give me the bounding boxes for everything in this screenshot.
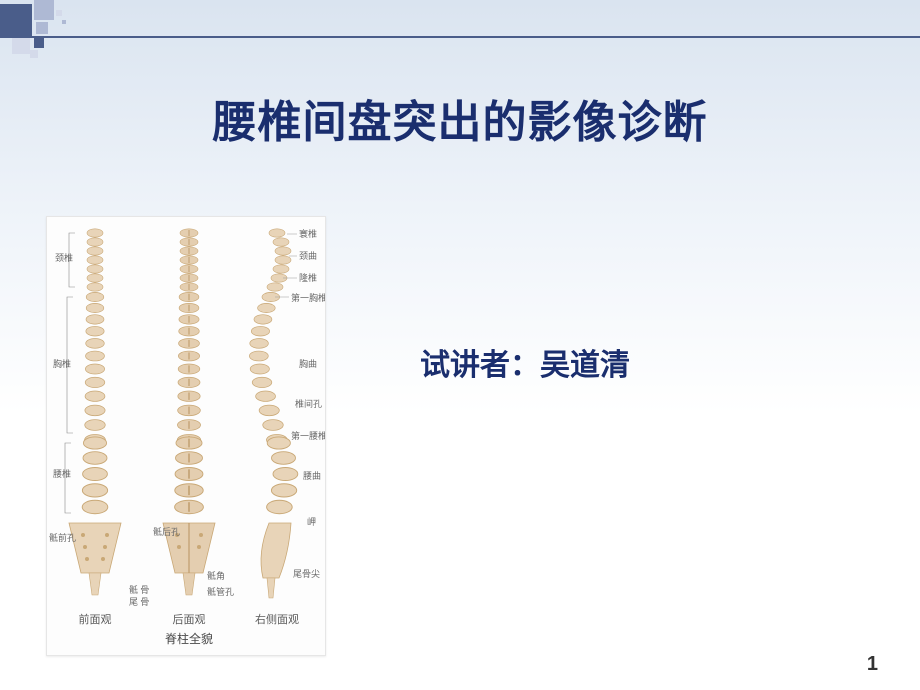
slide-title: 腰椎间盘突出的影像诊断 [0, 86, 920, 150]
label: 隆椎 [299, 272, 317, 283]
label: 骶前孔 [49, 532, 76, 543]
label: 骶角 [207, 570, 225, 581]
label: 骶 骨 [129, 585, 149, 595]
label: 骶后孔 [153, 527, 180, 537]
view-caption: 后面观 [173, 613, 206, 626]
label: 颈椎 [55, 252, 73, 263]
figure-caption: 脊柱全貌 [165, 631, 213, 646]
label: 胸曲 [299, 358, 317, 369]
label: 尾 骨 [129, 597, 149, 607]
label: 骶管孔 [207, 586, 234, 597]
top-divider [0, 36, 920, 38]
label: 腰椎 [53, 468, 71, 479]
label: 胸椎 [53, 358, 71, 369]
label: 腰曲 [303, 471, 321, 481]
view-caption: 右侧面观 [255, 612, 299, 626]
label: 颈曲 [299, 251, 317, 261]
label: 第一胸椎 [291, 292, 326, 303]
slide-subtitle: 试讲者：吴道清 [420, 340, 630, 384]
page-number: 1 [867, 653, 878, 676]
label: 寰椎 [299, 228, 317, 239]
label: 岬 [307, 517, 316, 527]
label: 尾骨尖 [293, 568, 320, 579]
spine-figure: 颈椎 胸椎 腰椎 骶前孔 骶 骨 尾 骨 骶角 骶后孔 骶管孔 寰椎 颈曲 隆椎… [46, 216, 326, 656]
label: 椎间孔 [295, 398, 322, 409]
corner-decoration [0, 0, 180, 60]
label: 第一腰椎 [291, 430, 326, 441]
view-caption: 前面观 [79, 612, 112, 626]
